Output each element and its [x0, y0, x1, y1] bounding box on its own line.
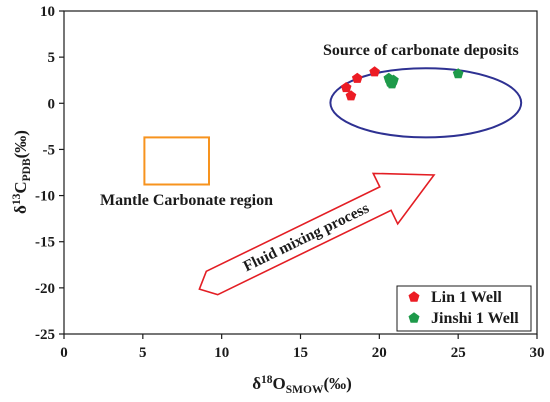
y-axis-label-prefix: δ [11, 205, 30, 214]
mantle-region-label: Mantle Carbonate region [100, 192, 273, 209]
y-axis-label-suffix: (‰) [11, 130, 30, 158]
data-point-lin-1-well [340, 82, 352, 93]
data-point-lin-1-well [369, 66, 380, 77]
legend: Lin 1 Well Jinshi 1 Well [396, 285, 532, 332]
y-tick-label: -15 [35, 235, 55, 251]
x-tick-label: 30 [530, 345, 545, 361]
region-ellipse-source-of-carbonate-deposits [329, 67, 523, 139]
data-points [340, 66, 464, 101]
x-tick-label: 5 [139, 345, 147, 361]
x-tick-label: 20 [372, 345, 387, 361]
y-tick-label: 0 [48, 96, 56, 112]
legend-marker-lin-1-well [408, 291, 420, 302]
data-point-lin-1-well [345, 90, 357, 101]
y-axis-label-subscript: PDB [21, 158, 33, 181]
x-axis-label-suffix: (‰) [323, 374, 351, 393]
x-axis-label-prefix: δ [252, 374, 261, 393]
x-axis-label-subscript: SMOW [286, 384, 324, 396]
axis-ticks: 0 5 10 15 20 25 30 10 5 0 -5 -10 -15 -20 -25 [35, 4, 545, 361]
x-tick-label: 0 [60, 345, 68, 361]
arrow-layer [198, 172, 436, 296]
y-axis-label-superscript: 13 [11, 193, 23, 205]
source-region-label: Source of carbonate deposits [323, 42, 519, 59]
x-axis-label-symbol: O [273, 374, 286, 393]
x-tick-label: 10 [214, 345, 229, 361]
y-tick-label: -25 [35, 327, 55, 343]
legend-box [396, 285, 532, 332]
y-tick-label: -5 [43, 142, 56, 158]
x-axis-label-superscript: 18 [261, 374, 273, 386]
legend-label-jinshi-1-well: Jinshi 1 Well [431, 310, 519, 327]
regions-layer [143, 67, 523, 186]
y-tick-label: 5 [48, 50, 56, 66]
x-tick-label: 25 [451, 345, 466, 361]
data-point-jinshi-1-well [452, 68, 464, 79]
data-point-jinshi-1-well [385, 76, 396, 87]
y-axis-label: δ13CPDB(‰) [11, 130, 33, 214]
x-axis-label: δ18OSMOW(‰) [252, 374, 352, 396]
fluid-mixing-arrow [198, 172, 436, 296]
y-tick-label: 10 [40, 4, 55, 20]
y-tick-label: -10 [35, 189, 55, 205]
region-rectangle-mantle-carbonate-region [143, 136, 210, 186]
legend-label-lin-1-well: Lin 1 Well [431, 289, 502, 306]
x-tick-label: 15 [293, 345, 308, 361]
y-axis-label-symbol: C [11, 181, 30, 193]
legend-marker-jinshi-1-well [408, 312, 420, 323]
data-point-lin-1-well [351, 72, 363, 83]
y-tick-label: -20 [35, 281, 55, 297]
